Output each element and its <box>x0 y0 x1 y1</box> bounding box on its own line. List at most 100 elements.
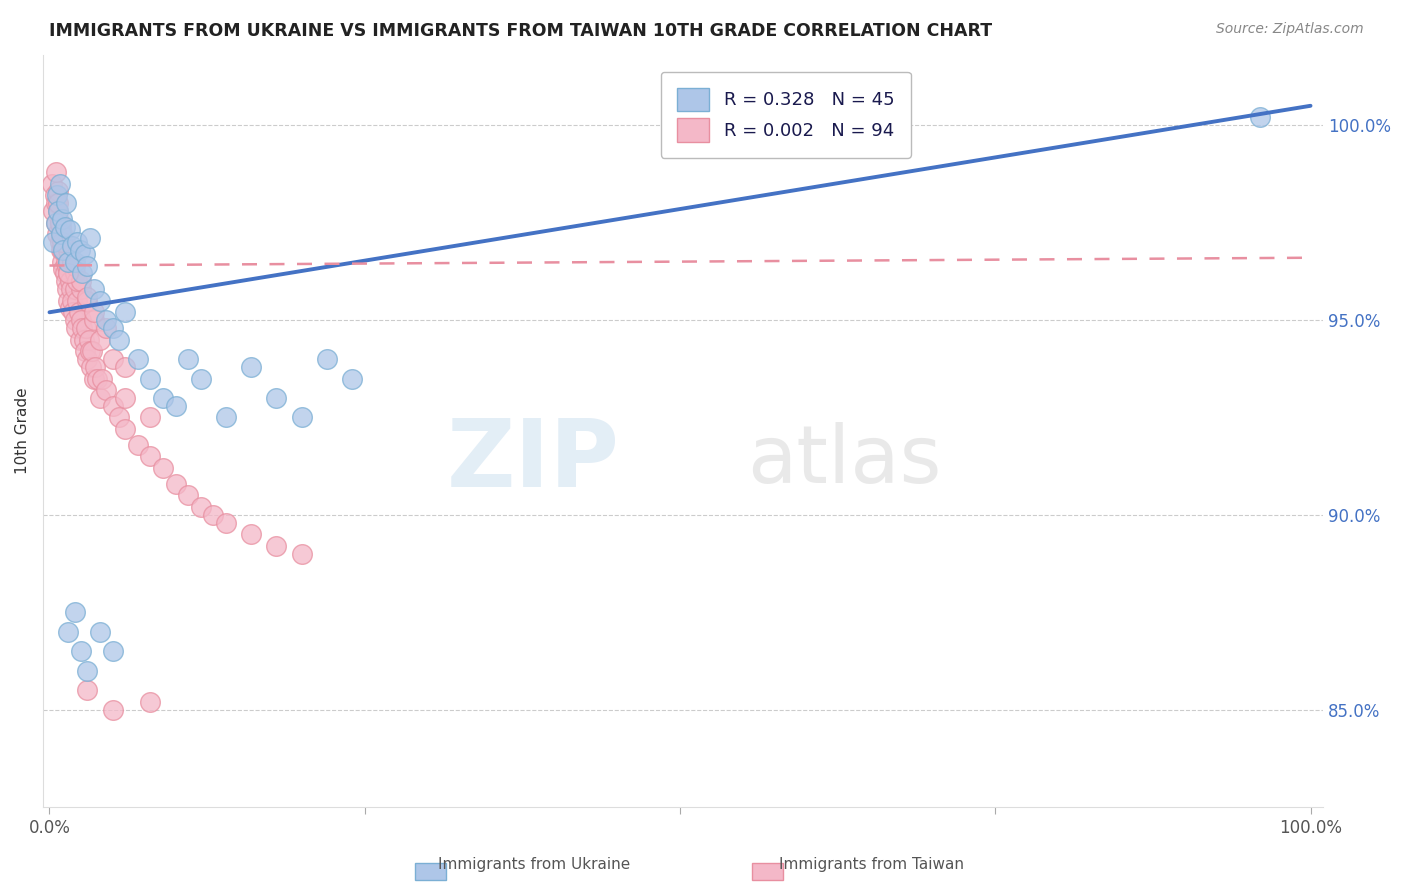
Text: ZIP: ZIP <box>446 415 619 508</box>
Point <box>60 293 83 308</box>
Point <box>70 274 93 288</box>
Point <box>101 703 124 717</box>
Point <box>1249 111 1271 125</box>
Point <box>63 313 86 327</box>
Point <box>76 259 98 273</box>
Point <box>60 254 83 268</box>
Point <box>101 644 124 658</box>
Point <box>114 359 136 374</box>
Point <box>51 227 73 242</box>
Point <box>48 216 70 230</box>
Point <box>139 410 162 425</box>
Point <box>70 644 93 658</box>
Point <box>114 391 136 405</box>
Point <box>96 313 118 327</box>
Text: Immigrants from Ukraine: Immigrants from Ukraine <box>439 857 630 872</box>
Point <box>69 243 91 257</box>
Point <box>215 410 238 425</box>
Point <box>67 305 90 319</box>
Point <box>42 204 65 219</box>
Point <box>152 461 174 475</box>
Point <box>41 177 63 191</box>
Point <box>51 254 73 268</box>
Point <box>72 321 94 335</box>
Point <box>63 605 86 619</box>
Point <box>89 333 111 347</box>
Legend: R = 0.328   N = 45, R = 0.002   N = 94: R = 0.328 N = 45, R = 0.002 N = 94 <box>661 71 911 158</box>
Point <box>89 391 111 405</box>
Point <box>49 227 72 242</box>
Point <box>202 508 225 522</box>
Point <box>86 371 108 385</box>
Point <box>108 333 131 347</box>
Y-axis label: 10th Grade: 10th Grade <box>15 388 30 475</box>
Point <box>53 235 76 249</box>
Point <box>101 351 124 366</box>
Point <box>91 371 114 385</box>
Point <box>46 188 69 202</box>
Point <box>63 266 86 280</box>
Point <box>56 259 79 273</box>
Text: IMMIGRANTS FROM UKRAINE VS IMMIGRANTS FROM TAIWAN 10TH GRADE CORRELATION CHART: IMMIGRANTS FROM UKRAINE VS IMMIGRANTS FR… <box>49 22 993 40</box>
Point <box>66 235 89 249</box>
Point <box>83 359 105 374</box>
Point <box>63 259 86 273</box>
Point <box>45 216 67 230</box>
Point <box>45 165 67 179</box>
Point <box>79 231 101 245</box>
Point <box>80 359 103 374</box>
Point <box>291 410 314 425</box>
Text: Source: ZipAtlas.com: Source: ZipAtlas.com <box>1216 22 1364 37</box>
Point <box>66 293 89 308</box>
Point <box>291 547 314 561</box>
Point <box>48 216 70 230</box>
Point <box>58 243 80 257</box>
Point <box>58 293 80 308</box>
Point <box>58 624 80 639</box>
Point <box>55 274 77 288</box>
Point <box>76 664 98 678</box>
Point <box>89 293 111 308</box>
Point <box>59 223 82 237</box>
Point <box>83 282 105 296</box>
Point <box>65 321 87 335</box>
Point <box>45 196 67 211</box>
Point <box>152 391 174 405</box>
Point <box>127 351 149 366</box>
Point <box>70 282 93 296</box>
Point <box>46 204 69 219</box>
Point <box>96 321 118 335</box>
Point <box>66 274 89 288</box>
Point <box>82 344 104 359</box>
Point <box>46 204 69 219</box>
Point <box>76 351 98 366</box>
Point <box>42 235 65 249</box>
Point <box>70 313 93 327</box>
Point <box>77 333 100 347</box>
Point <box>89 624 111 639</box>
Point <box>101 399 124 413</box>
Point <box>79 344 101 359</box>
Point <box>44 188 66 202</box>
Point <box>190 371 212 385</box>
Point <box>139 371 162 385</box>
Point <box>240 527 263 541</box>
Text: atlas: atlas <box>747 422 942 500</box>
Point <box>96 383 118 397</box>
Point <box>53 219 76 234</box>
Point <box>266 391 288 405</box>
Point <box>76 293 98 308</box>
Point <box>58 266 80 280</box>
Point <box>63 282 86 296</box>
Point <box>139 695 162 709</box>
Point <box>59 274 82 288</box>
Point <box>56 282 79 296</box>
Point <box>114 305 136 319</box>
Point <box>60 239 83 253</box>
Point <box>51 243 73 257</box>
Point <box>316 351 339 366</box>
Point <box>51 235 73 249</box>
Point <box>177 351 200 366</box>
Point <box>165 399 187 413</box>
Point <box>240 359 263 374</box>
